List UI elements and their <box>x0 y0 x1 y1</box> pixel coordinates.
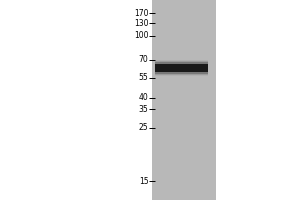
Bar <box>152 0 216 200</box>
Text: 35: 35 <box>139 104 148 114</box>
Text: 40: 40 <box>139 94 148 102</box>
Text: 170: 170 <box>134 8 148 18</box>
Polygon shape <box>154 61 208 75</box>
Polygon shape <box>154 62 208 74</box>
Polygon shape <box>154 60 208 76</box>
Text: 15: 15 <box>139 176 148 186</box>
Text: 25: 25 <box>139 123 148 132</box>
Polygon shape <box>154 64 208 72</box>
Text: 100: 100 <box>134 31 148 40</box>
Text: 130: 130 <box>134 19 148 27</box>
Text: 70: 70 <box>139 55 148 64</box>
Text: 55: 55 <box>139 73 148 82</box>
